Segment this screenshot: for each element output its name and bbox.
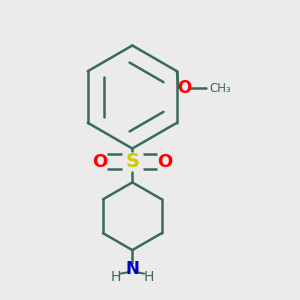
Text: CH₃: CH₃ — [209, 82, 231, 95]
Text: H: H — [111, 270, 121, 283]
Text: O: O — [92, 153, 108, 171]
Text: O: O — [157, 153, 172, 171]
Text: H: H — [143, 270, 154, 283]
Text: S: S — [125, 152, 139, 171]
Text: O: O — [177, 79, 191, 97]
Text: N: N — [125, 260, 139, 278]
